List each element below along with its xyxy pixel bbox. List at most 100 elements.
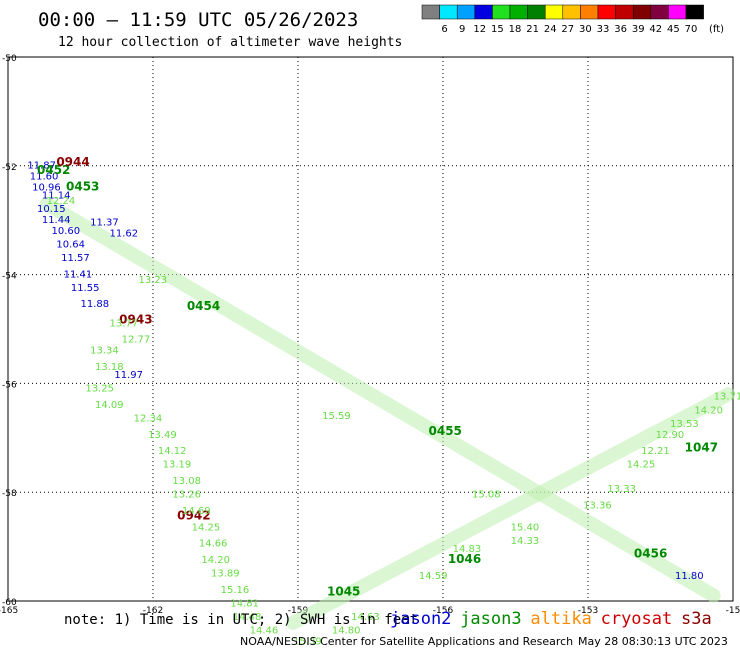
scale-label: 24 [544, 24, 557, 35]
scale-swatch [544, 4, 564, 20]
wave-height-label: 11.57 [61, 253, 90, 264]
scale-label: 12 [473, 24, 486, 35]
scale-swatch [597, 4, 616, 20]
wave-height-label: 13.18 [95, 362, 124, 373]
scale-swatch [439, 4, 458, 20]
scale-swatch [421, 4, 440, 20]
wave-height-label: 13.23 [139, 275, 168, 286]
wave-height-label: 11.97 [114, 370, 143, 381]
wave-height-label: 10.15 [37, 204, 66, 215]
wave-height-label: 14.33 [511, 536, 540, 547]
wave-height-label: 12.34 [134, 413, 163, 424]
wave-height-label: 14.09 [95, 400, 124, 411]
pass-time-label: 0944 [56, 155, 89, 169]
wave-height-label: 11.55 [71, 283, 100, 294]
plot-frame [7, 56, 734, 602]
wave-height-label: 15.16 [221, 585, 250, 596]
scale-label: 36 [614, 24, 627, 35]
wave-height-label: 13.71 [714, 392, 740, 403]
x-tick-label: -156 [433, 606, 454, 616]
y-tick-label: -56 [2, 380, 17, 390]
pass-time-label: 0943 [119, 313, 152, 327]
scale-swatch [632, 4, 652, 20]
pass-time-label: 0453 [66, 179, 99, 193]
x-tick-label: -15 [726, 606, 740, 616]
axis-ticks: -165 -162 -159 -156 -153 -15 -50 -52 -54 -56 -58 -6… [0, 54, 740, 616]
mission-legend: jason2 jason3 altika cryosat s3a [390, 609, 712, 629]
wave-height-label: 12.21 [641, 446, 670, 457]
y-tick-label: -50 [2, 54, 17, 64]
wave-height-label: 11.37 [90, 218, 119, 229]
wave-height-label: 11.60 [30, 171, 59, 182]
scale-label: 70 [685, 24, 698, 35]
wave-height-label: 12.77 [122, 335, 151, 346]
pass-time-label: 0454 [187, 299, 220, 313]
x-tick-label: -162 [143, 606, 163, 616]
wave-height-label: 14.66 [199, 539, 228, 550]
scale-swatch [650, 4, 669, 20]
wave-height-label: 13.89 [211, 569, 240, 580]
y-tick-label: -54 [2, 272, 17, 282]
wave-height-label: 10.60 [52, 226, 81, 237]
scale-swatch [668, 4, 687, 20]
mission-jason2: jason2 [390, 609, 451, 629]
track-band [286, 387, 736, 630]
mission-s3a: s3a [681, 609, 712, 629]
pass-time-label: 0456 [634, 546, 667, 560]
wave-height-label: 14.25 [192, 522, 221, 533]
wave-height-label: 13.26 [172, 490, 201, 501]
color-scale-legend: 6 9 12 15 18 21 24 27 30 33 36 39 42 45 70 [421, 4, 704, 35]
wave-height-label: 14.59 [419, 571, 448, 582]
wave-height-label: 14.80 [332, 626, 361, 637]
pass-time-label: 1047 [685, 440, 718, 454]
y-tick-label: -60 [2, 598, 17, 608]
wave-height-label: 11.62 [110, 229, 139, 240]
wave-height-label: 14.12 [158, 446, 187, 457]
scale-swatch [580, 4, 599, 20]
wave-height-label: 15.39 [293, 637, 322, 648]
wave-height-label: 13.25 [85, 384, 114, 395]
wave-height-label: 11.44 [42, 215, 71, 226]
mission-jason3: jason3 [460, 609, 521, 629]
wave-height-label: 13.08 [172, 476, 201, 487]
scale-swatch [474, 4, 493, 20]
footer-credit: NOAA/NESDIS Center for Satellite Applica… [240, 635, 573, 648]
x-tick-label: -153 [578, 606, 598, 616]
grid-lines [8, 57, 733, 601]
wave-height-label: 12.24 [47, 196, 76, 207]
wave-height-label: 15.08 [472, 490, 501, 501]
scale-label: 39 [632, 24, 645, 35]
scale-label: 6 [441, 24, 447, 35]
mission-altika: altika [530, 609, 591, 629]
scale-label: 15 [491, 24, 504, 35]
scale-unit: (ft) [709, 24, 724, 35]
wave-height-label: 13.53 [670, 419, 699, 430]
wave-height-label: 14.46 [250, 626, 279, 637]
satellite-tracks [39, 196, 736, 630]
scale-label: 27 [561, 24, 574, 35]
footer-note: note: 1) Time is in UTC; 2) SWH is in fe… [64, 612, 418, 628]
wave-height-label: 11.41 [64, 269, 93, 280]
x-tick-label: -159 [288, 606, 309, 616]
wave-height-label: 11.87 [27, 161, 56, 172]
x-tick-label: -165 [0, 606, 18, 616]
wave-height-label: 15.40 [511, 522, 540, 533]
scale-label: 21 [526, 24, 539, 35]
scale-label: 9 [459, 24, 465, 35]
footer-timestamp: May 28 08:30:13 UTC 2023 [578, 635, 728, 648]
chart-subtitle: 12 hour collection of altimeter wave hei… [58, 35, 402, 50]
wave-height-label: 11.14 [42, 190, 71, 201]
pass-time-label: 1046 [448, 552, 481, 566]
wave-height-label: 13.36 [583, 501, 612, 512]
wave-height-label: 14.69 [182, 506, 211, 517]
wave-height-label: 13.49 [148, 430, 177, 441]
wave-height-label: 13.19 [163, 460, 192, 471]
wave-height-label: 14.48 [233, 612, 262, 623]
wave-height-label: 14.63 [351, 612, 380, 623]
wave-height-label: 14.20 [201, 555, 230, 566]
pass-time-label: 0452 [37, 163, 70, 177]
pass-time-label: 0455 [429, 424, 462, 438]
wave-height-label: 10.96 [32, 182, 61, 193]
